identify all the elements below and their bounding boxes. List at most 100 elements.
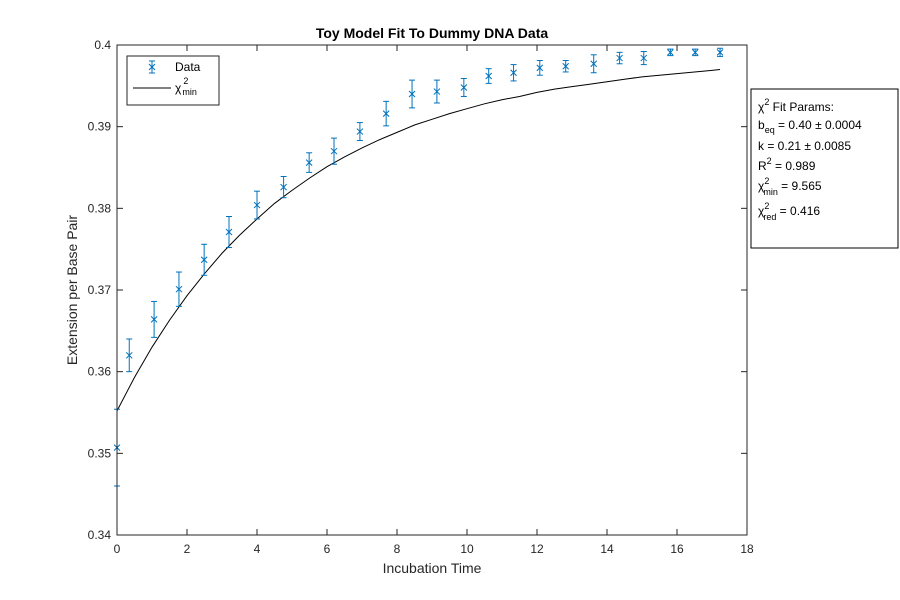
r2-main: R [758,159,767,173]
fit-layer [116,69,721,412]
data-point [433,79,441,104]
y-tick-label: 0.4 [94,38,111,52]
chimin-sup: 2 [764,176,769,186]
chimin-sub: min [763,187,778,197]
data-point [562,60,570,73]
x-marker-b [382,110,390,117]
x-marker-b [562,62,570,70]
heading-sup: 2 [764,97,769,107]
x-marker-b [175,285,183,293]
data-point [200,243,208,276]
x-marker-b [460,84,468,91]
data-point [253,190,261,220]
y-tick-label: 0.37 [88,283,112,297]
y-tick-label: 0.36 [88,365,112,379]
x-tick-label: 8 [394,542,401,556]
data-point [590,54,598,74]
beq-value: = 0.40 ± 0.0004 [775,118,862,132]
y-tick-label: 0.38 [88,201,112,215]
y-axis-ticks: 0.34 0.35 0.36 0.37 0.38 0.39 0.4 [88,38,747,542]
x-marker-b [150,316,158,323]
y-axis-label: Extension per Base Pair [64,215,80,366]
x-marker-b [691,48,699,56]
legend-fit-sup: 2 [183,76,188,86]
x-marker-b [433,88,441,95]
x-marker-b [408,90,416,98]
x-tick-label: 4 [254,542,261,556]
y-tick-label: 0.35 [88,446,112,460]
chired-sub: red [763,212,776,222]
data-point [666,48,674,57]
fit-params-border [750,88,899,249]
x-marker-b [253,201,261,209]
r2-value: = 0.989 [772,159,816,173]
data-point [330,137,338,165]
beq-main: b [758,118,765,132]
heading-text: Fit Params: [769,100,834,114]
x-tick-label: 10 [460,542,474,556]
fit-params-heading: χ2 Fit Params: [758,97,834,114]
data-point [485,68,493,84]
r2-sup: 2 [767,156,772,166]
chired-sup: 2 [764,201,769,211]
x-marker-b [640,54,648,62]
x-tick-label: 2 [184,542,191,556]
x-marker-b [536,64,544,72]
chired-main: χ [758,204,765,218]
x-marker-b [666,48,674,56]
data-point [691,48,699,57]
y-tick-label: 0.39 [88,120,112,134]
x-marker-b [305,159,313,166]
data-point [356,122,364,142]
data-point [616,51,623,65]
data-point [510,64,517,82]
data-point [225,216,233,249]
x-marker-b [716,48,724,56]
x-tick-label: 0 [114,542,121,556]
x-marker-b [125,351,133,359]
x-marker-b [356,128,364,135]
beq-sub: eq [765,125,775,135]
x-tick-label: 16 [670,542,684,556]
chired-value: = 0.416 [776,204,820,218]
x-marker-b [590,60,598,68]
x-marker-b [200,256,208,264]
data-point [150,300,158,338]
fit-params-box: χ2 Fit Params: beq = 0.40 ± 0.0004 k = 0… [750,88,899,249]
chart-title: Toy Model Fit To Dummy DNA Data [316,25,549,41]
fit-param-chired: χ2 red = 0.416 [758,201,820,222]
y-tick-label: 0.34 [88,528,112,542]
data-point [640,51,648,66]
data-point [175,271,183,307]
data-point [125,338,133,373]
legend-data-label: Data [175,60,201,74]
data-point [460,77,468,97]
legend-fit-sub: min [182,87,197,97]
legend: Data χ 2 min [126,55,220,106]
data-point [280,175,287,199]
data-point [408,79,416,109]
x-marker-b [485,72,493,80]
data-layer [113,47,724,487]
x-tick-label: 18 [740,542,754,556]
plot-area [117,45,747,535]
x-tick-label: 12 [530,542,544,556]
x-tick-label: 6 [324,542,331,556]
x-marker-b [280,183,287,191]
x-marker-b [616,54,623,62]
fit-param-beq: beq = 0.40 ± 0.0004 [758,118,862,135]
legend-box [126,55,220,106]
x-tick-label: 14 [600,542,614,556]
x-marker-b [330,147,338,155]
fit-param-k: k = 0.21 ± 0.0085 [758,139,851,153]
data-point [382,100,390,127]
fit-curve [116,69,721,412]
x-marker-b [225,228,233,236]
chimin-main: χ [758,179,765,193]
heading-chi: χ [758,100,765,114]
fit-param-r2: R2 = 0.989 [758,156,816,173]
legend-fit-label: χ 2 min [175,76,197,97]
x-axis-label: Incubation Time [383,560,482,576]
chimin-value: = 9.565 [778,179,822,193]
